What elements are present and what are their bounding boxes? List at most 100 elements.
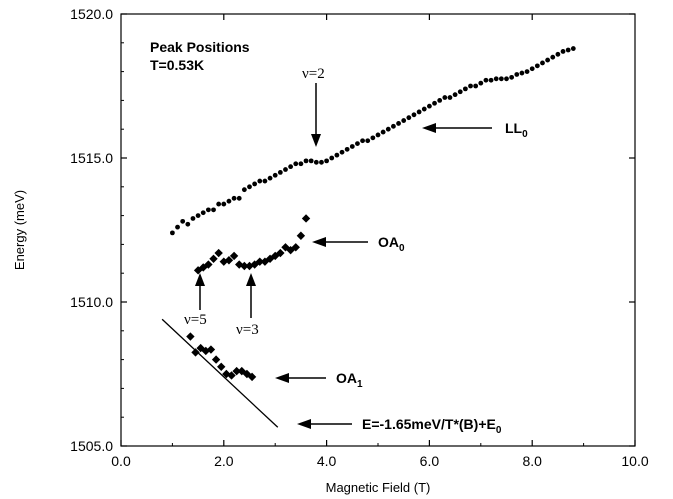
data-point-ll0 bbox=[442, 95, 448, 100]
data-point-ll0 bbox=[540, 60, 545, 66]
data-point-ll0 bbox=[514, 72, 520, 77]
data-point-ll0 bbox=[324, 158, 329, 164]
y-tick-label: 1505.0 bbox=[70, 438, 113, 454]
data-point-ll0 bbox=[493, 76, 499, 82]
data-point-ll0 bbox=[519, 70, 525, 76]
data-point-ll0 bbox=[195, 213, 201, 219]
data-point-ll0 bbox=[180, 218, 186, 224]
y-tick-label: 1510.0 bbox=[70, 294, 113, 310]
data-point-ll0 bbox=[529, 66, 535, 72]
data-point-ll0 bbox=[391, 123, 396, 129]
nu2-label: ν=2 bbox=[302, 66, 325, 82]
data-point-ll0 bbox=[329, 155, 335, 161]
data-point-oa0 bbox=[255, 257, 264, 266]
data-point-ll0 bbox=[468, 83, 473, 89]
data-point-ll0 bbox=[555, 51, 561, 57]
data-point-ll0 bbox=[396, 121, 401, 126]
data-point-ll0 bbox=[504, 76, 509, 82]
data-point-ll0 bbox=[293, 161, 299, 167]
data-point-ll0 bbox=[211, 207, 216, 213]
data-point-ll0 bbox=[488, 77, 494, 83]
data-point-oa1 bbox=[232, 366, 241, 376]
data-point-ll0 bbox=[262, 178, 268, 184]
data-point-ll0 bbox=[308, 158, 314, 164]
data-point-ll0 bbox=[447, 95, 453, 100]
x-tick-label: 8.0 bbox=[522, 453, 542, 469]
oa0-arrowhead bbox=[312, 237, 326, 247]
data-point-ll0 bbox=[380, 129, 386, 135]
data-point-ll0 bbox=[509, 74, 515, 80]
data-point-ll0 bbox=[221, 201, 227, 207]
data-point-oa0 bbox=[229, 251, 239, 261]
annotation-title: Peak Positions bbox=[150, 39, 250, 55]
data-point-ll0 bbox=[385, 126, 391, 132]
data-point-ll0 bbox=[570, 46, 576, 51]
data-point-ll0 bbox=[334, 152, 340, 158]
data-point-oa1 bbox=[227, 371, 236, 380]
y-tick-label: 1520.0 bbox=[70, 6, 113, 22]
x-tick-label: 2.0 bbox=[214, 453, 234, 469]
data-point-ll0 bbox=[272, 172, 278, 178]
oa1-arrowhead bbox=[275, 373, 289, 383]
nu3-arrowhead bbox=[246, 273, 256, 286]
data-point-ll0 bbox=[550, 54, 556, 60]
x-tick-label: 10.0 bbox=[621, 453, 648, 469]
fit-arrowhead bbox=[297, 419, 311, 429]
x-axis-label: Magnetic Field (T) bbox=[326, 480, 431, 495]
data-point-ll0 bbox=[452, 92, 458, 98]
fit-line bbox=[161, 318, 279, 428]
data-point-oa0 bbox=[224, 256, 234, 265]
x-tick-label: 4.0 bbox=[317, 453, 337, 469]
data-point-ll0 bbox=[303, 158, 309, 164]
oa0-label: OA0 bbox=[378, 234, 405, 254]
data-point-oa0 bbox=[276, 248, 285, 258]
data-point-ll0 bbox=[375, 132, 381, 138]
data-point-ll0 bbox=[457, 89, 463, 95]
data-point-ll0 bbox=[416, 109, 422, 115]
x-tick-label: 6.0 bbox=[420, 453, 440, 469]
data-point-ll0 bbox=[247, 184, 252, 190]
data-point-ll0 bbox=[175, 224, 180, 230]
data-point-oa0 bbox=[286, 245, 295, 255]
nu5-arrowhead bbox=[195, 273, 205, 286]
data-point-ll0 bbox=[339, 149, 345, 155]
data-point-ll0 bbox=[411, 112, 417, 118]
data-point-ll0 bbox=[462, 86, 468, 92]
data-point-ll0 bbox=[216, 201, 222, 207]
data-point-ll0 bbox=[401, 118, 407, 123]
data-point-ll0 bbox=[432, 100, 437, 106]
data-point-ll0 bbox=[236, 195, 242, 201]
nu5-label: ν=5 bbox=[184, 312, 207, 328]
data-point-ll0 bbox=[190, 216, 196, 221]
data-point-ll0 bbox=[231, 195, 237, 201]
data-point-ll0 bbox=[534, 63, 540, 69]
data-point-ll0 bbox=[313, 159, 319, 165]
data-point-oa0 bbox=[214, 248, 223, 258]
data-point-ll0 bbox=[355, 141, 360, 147]
data-points bbox=[170, 46, 576, 382]
data-point-ll0 bbox=[545, 57, 551, 63]
data-point-oa1 bbox=[186, 332, 195, 341]
nu3-label: ν=3 bbox=[236, 322, 259, 338]
nu2-arrowhead bbox=[311, 134, 321, 147]
data-point-oa0 bbox=[204, 260, 213, 269]
data-point-ll0 bbox=[560, 49, 566, 54]
fit-equation-label: E=-1.65meV/T*(B)+E0 bbox=[362, 416, 502, 436]
data-point-oa0 bbox=[209, 254, 218, 263]
data-point-ll0 bbox=[483, 77, 489, 83]
data-point-ll0 bbox=[205, 207, 211, 213]
data-point-ll0 bbox=[185, 221, 191, 227]
y-axis-label: Energy (meV) bbox=[12, 190, 27, 270]
ll0-arrowhead bbox=[422, 123, 436, 133]
data-point-oa1 bbox=[247, 372, 257, 382]
data-point-ll0 bbox=[473, 83, 479, 89]
data-point-ll0 bbox=[406, 115, 412, 121]
data-point-ll0 bbox=[257, 178, 263, 184]
y-tick-label: 1515.0 bbox=[70, 150, 113, 166]
data-point-ll0 bbox=[267, 175, 273, 181]
annotation-arrows bbox=[195, 83, 492, 429]
data-point-ll0 bbox=[241, 187, 247, 193]
data-point-ll0 bbox=[288, 164, 294, 170]
data-point-ll0 bbox=[283, 167, 288, 172]
